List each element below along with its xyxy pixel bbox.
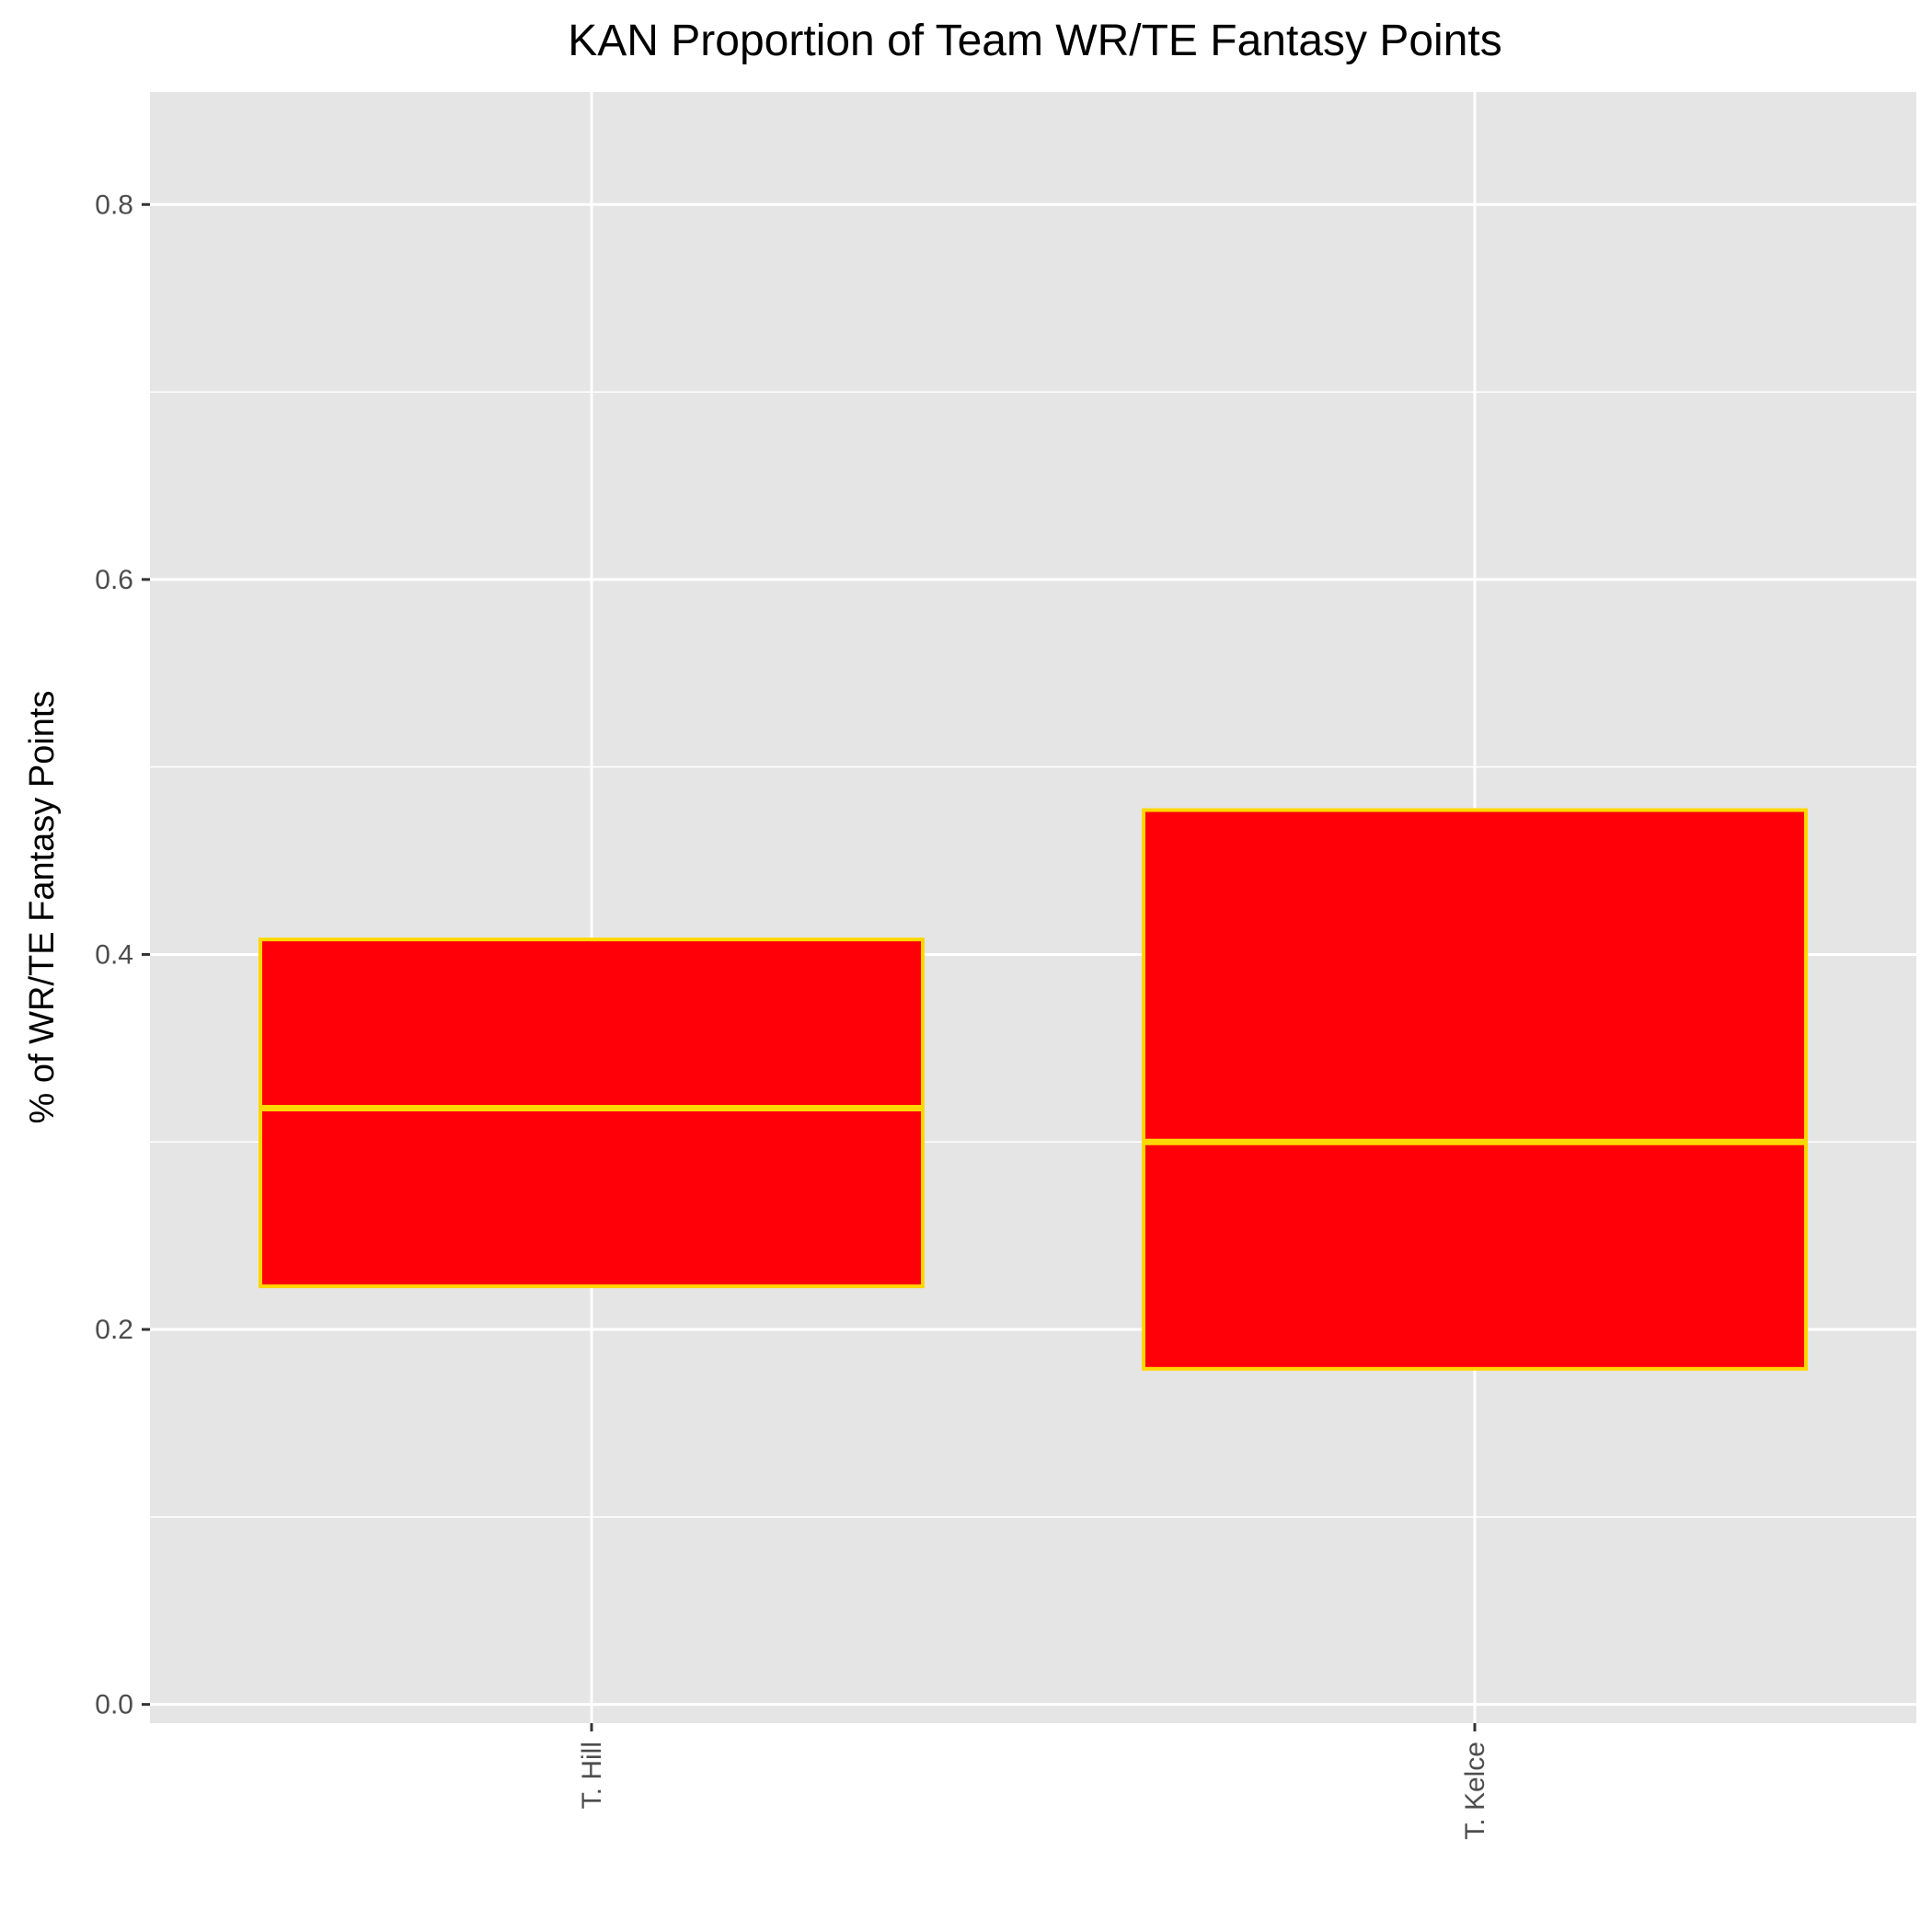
chart-title: KAN Proportion of Team WR/TE Fantasy Poi… bbox=[568, 17, 1502, 65]
y-tick-label: 0.6 bbox=[95, 565, 133, 595]
x-tick-label: T. Hill bbox=[577, 1742, 607, 1809]
y-axis: 0.0 0.2 0.4 0.6 0.8 bbox=[95, 190, 150, 1720]
x-axis: T. Hill T. Kelce bbox=[577, 1723, 1490, 1840]
box-0 bbox=[259, 937, 925, 1289]
y-tick-label: 0.0 bbox=[95, 1690, 133, 1720]
x-tick-label: T. Kelce bbox=[1460, 1742, 1490, 1840]
boxes bbox=[259, 808, 1808, 1371]
y-axis-label: % of WR/TE Fantasy Points bbox=[23, 691, 62, 1124]
y-tick-label: 0.4 bbox=[95, 939, 133, 970]
y-tick-label: 0.8 bbox=[95, 190, 133, 220]
box-1 bbox=[1142, 808, 1808, 1371]
y-tick-label: 0.2 bbox=[95, 1315, 133, 1345]
